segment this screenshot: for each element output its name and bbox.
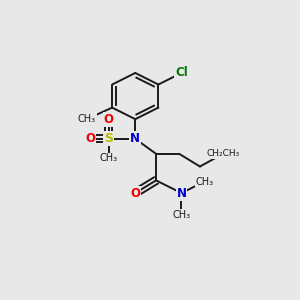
- Text: CH₂CH₃: CH₂CH₃: [206, 149, 240, 158]
- Text: CH₃: CH₃: [78, 114, 96, 124]
- Text: CH₃: CH₃: [172, 210, 190, 220]
- Text: CH₃: CH₃: [100, 153, 118, 164]
- Text: O: O: [85, 132, 95, 145]
- Text: O: O: [130, 187, 140, 200]
- Text: Cl: Cl: [175, 67, 188, 80]
- Text: O: O: [104, 113, 114, 126]
- Text: CH₃: CH₃: [196, 176, 214, 187]
- Text: S: S: [104, 132, 113, 145]
- Text: N: N: [130, 132, 140, 145]
- Text: N: N: [176, 187, 187, 200]
